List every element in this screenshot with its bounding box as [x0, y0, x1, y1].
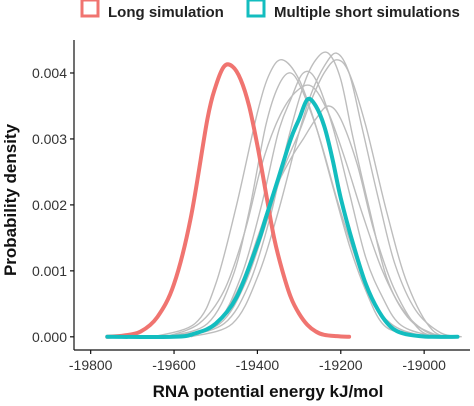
- legend-label-multiple-short-simulations: Multiple short simulations: [274, 4, 460, 21]
- y-tick-label: 0.002: [32, 197, 67, 213]
- y-tick-label: 0.001: [32, 263, 67, 279]
- x-tick-label: -19600: [152, 357, 196, 373]
- y-tick-label: 0.004: [32, 65, 67, 81]
- replicate-density-line-3: [173, 70, 450, 338]
- y-axis-title: Probability density: [1, 123, 20, 276]
- legend: Long simulation Multiple short simulatio…: [80, 0, 460, 21]
- replicate-density-line-6: [173, 105, 446, 338]
- replicate-density-line-5: [190, 52, 462, 338]
- x-tick-label: -19000: [402, 357, 446, 373]
- x-axis-title: RNA potential energy kJ/mol: [153, 382, 384, 401]
- plot-area: [105, 51, 462, 340]
- density-line-multiple-short-simulations: [105, 96, 460, 340]
- y-tick-label: 0.003: [32, 131, 67, 147]
- legend-label-long-simulation: Long simulation: [108, 4, 224, 21]
- legend-swatch-long-simulation: [80, 0, 100, 18]
- y-tick-label: 0.000: [32, 329, 67, 345]
- x-tick-label: -19400: [236, 357, 280, 373]
- x-tick-label: -19200: [319, 357, 363, 373]
- replicate-density-line-8: [177, 59, 458, 338]
- axes: 0.000 0.001 0.002 0.003 0.004 -19800 -19600 -19…: [32, 40, 470, 373]
- replicate-density-line-1: [152, 58, 433, 338]
- x-tick-label: -19800: [69, 357, 113, 373]
- replicate-density-line-4: [182, 51, 458, 338]
- replicate-density-line-7: [165, 84, 454, 338]
- density-line-long-simulation: [105, 62, 352, 339]
- legend-swatch-multiple-short-simulations: [246, 0, 266, 18]
